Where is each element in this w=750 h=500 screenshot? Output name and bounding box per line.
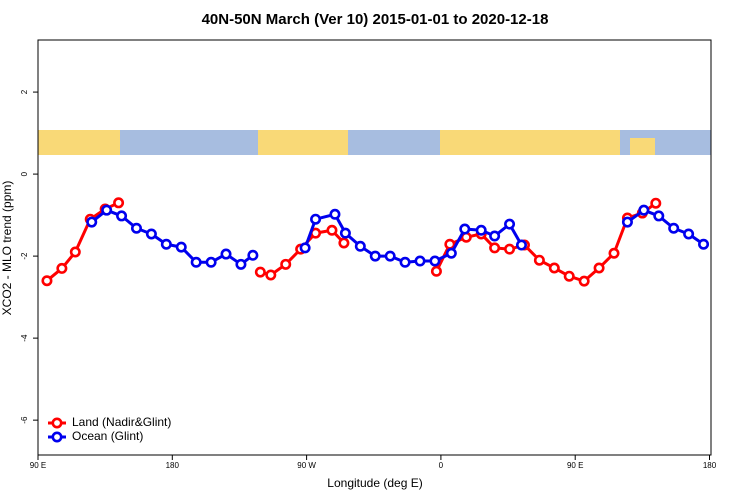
data-point: [504, 218, 516, 230]
data-point: [175, 241, 187, 253]
data-point: [489, 242, 501, 254]
data-point: [533, 254, 545, 266]
x-tick-label: 0: [439, 461, 444, 470]
data-point: [653, 210, 665, 222]
data-point: [698, 238, 710, 250]
plot-frame: [37, 39, 712, 456]
x-tick-label: 90 E: [567, 461, 583, 470]
data-point: [638, 204, 650, 216]
data-point: [205, 256, 217, 268]
data-point: [101, 204, 113, 216]
series-line: [45, 201, 657, 283]
data-point: [444, 238, 456, 250]
data-point: [445, 247, 457, 259]
data-point: [504, 243, 516, 255]
data-point: [475, 224, 487, 236]
y-tick-label: -2: [20, 252, 29, 260]
legend-marker: [51, 431, 63, 443]
data-point: [399, 256, 411, 268]
data-point: [41, 275, 53, 287]
y-axis-label: XCO2 - MLO trend (ppm): [0, 181, 14, 316]
map-strip: [38, 130, 711, 155]
x-tick-label: 90 E: [30, 461, 46, 470]
data-point: [683, 228, 695, 240]
x-tick-label: 90 W: [297, 461, 316, 470]
y-tick-label: -6: [20, 416, 29, 424]
data-point: [329, 208, 341, 220]
data-point: [160, 238, 172, 250]
data-point: [563, 270, 575, 282]
data-point: [254, 266, 266, 278]
data-point: [593, 262, 605, 274]
data-point: [354, 240, 366, 252]
data-point: [548, 262, 560, 274]
data-point: [113, 197, 125, 209]
data-point: [621, 216, 633, 228]
data-point: [384, 250, 396, 262]
data-point: [69, 246, 81, 258]
data-point: [116, 210, 128, 222]
data-point: [489, 230, 501, 242]
data-point: [369, 250, 381, 262]
data-point: [299, 242, 311, 254]
data-point: [326, 224, 338, 236]
x-axis-label: Longitude (deg E): [327, 476, 422, 490]
legend-label: Ocean (Glint): [72, 429, 143, 443]
legend-label: Land (Nadir&Glint): [72, 415, 171, 429]
data-point: [429, 255, 441, 267]
data-point: [414, 255, 426, 267]
data-point: [265, 269, 277, 281]
data-point: [430, 265, 442, 277]
y-tick-label: 2: [20, 89, 29, 94]
data-point: [220, 248, 232, 260]
chart-title: 40N-50N March (Ver 10) 2015-01-01 to 202…: [202, 11, 549, 28]
data-point: [310, 213, 322, 225]
plot-area: [41, 197, 710, 287]
data-point: [145, 228, 157, 240]
y-tick-label: 0: [20, 171, 29, 176]
data-point: [608, 247, 620, 259]
data-point: [130, 222, 142, 234]
x-tick-label: 180: [703, 461, 717, 470]
data-point: [668, 222, 680, 234]
data-point: [459, 223, 471, 235]
data-point: [339, 227, 351, 239]
data-point: [650, 197, 662, 209]
data-point: [235, 258, 247, 270]
data-point: [190, 256, 202, 268]
data-point: [247, 249, 259, 261]
data-point: [56, 262, 68, 274]
data-point: [280, 258, 292, 270]
x-tick-label: 180: [166, 461, 180, 470]
y-tick-label: -4: [20, 334, 29, 342]
data-point: [338, 237, 350, 249]
data-point: [578, 275, 590, 287]
data-point: [86, 216, 98, 228]
data-point: [515, 239, 527, 251]
legend-marker: [51, 417, 63, 429]
